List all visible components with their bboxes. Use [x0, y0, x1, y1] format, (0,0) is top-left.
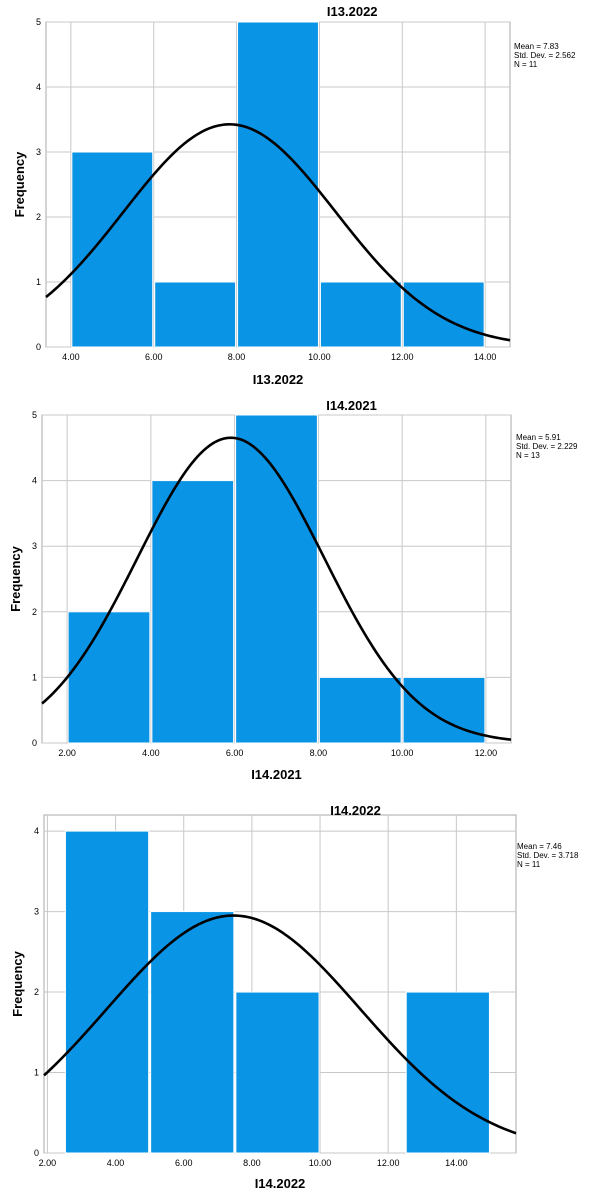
histogram-bar — [151, 480, 235, 744]
y-tick-label: 1 — [34, 1068, 39, 1078]
y-tick-label: 1 — [36, 277, 41, 287]
x-tick-label: 10.00 — [309, 1158, 332, 1168]
histogram-bar — [150, 911, 235, 1154]
x-tick-label: 6.00 — [226, 748, 244, 758]
stats-mean: Mean = 7.46 — [517, 842, 562, 851]
stats-mean: Mean = 7.83 — [514, 42, 559, 51]
chart-title: I13.2022 — [327, 4, 378, 19]
y-tick-label: 0 — [36, 342, 41, 352]
x-tick-label: 8.00 — [310, 748, 328, 758]
x-tick-label: 6.00 — [175, 1158, 193, 1168]
histogram-bar — [67, 611, 151, 744]
y-tick-label: 4 — [32, 476, 37, 486]
y-tick-label: 2 — [34, 987, 39, 997]
chart-title: I14.2021 — [326, 398, 377, 413]
histogram-bar — [318, 676, 402, 744]
y-tick-label: 4 — [34, 826, 39, 836]
x-tick-label: 2.00 — [39, 1158, 57, 1168]
y-tick-label: 2 — [36, 212, 41, 222]
x-tick-label: 6.00 — [145, 352, 163, 362]
x-tick-label: 14.00 — [445, 1158, 468, 1168]
x-tick-label: 4.00 — [142, 748, 160, 758]
y-axis-label: Frequency — [10, 950, 25, 1017]
x-axis-label: I14.2021 — [251, 767, 302, 782]
y-tick-label: 5 — [32, 410, 37, 420]
y-tick-label: 3 — [36, 147, 41, 157]
normal-curve — [43, 914, 517, 1135]
y-tick-label: 3 — [34, 907, 39, 917]
normal-curve — [41, 436, 512, 741]
stats-n: N = 11 — [517, 860, 541, 869]
x-tick-label: 14.00 — [474, 352, 497, 362]
histogram-bar — [64, 830, 150, 1154]
y-tick-label: 5 — [36, 17, 41, 27]
histogram-panel-1: 4.00 6.00 8.00 10.00 12.00 14.00 0 1 2 3 4 5 I13.202… — [12, 4, 576, 387]
x-tick-label: 12.00 — [377, 1158, 400, 1168]
y-tick-label: 0 — [32, 738, 37, 748]
y-tick-label: 0 — [34, 1148, 39, 1158]
histogram-bar — [235, 414, 318, 744]
histogram-bar — [154, 281, 237, 348]
histogram-bar — [319, 281, 402, 348]
histogram-bar — [402, 281, 485, 348]
x-tick-label: 8.00 — [228, 352, 246, 362]
y-tick-label: 4 — [36, 82, 41, 92]
normal-curve — [45, 123, 511, 342]
x-tick-label: 12.00 — [391, 352, 414, 362]
histogram-bar — [237, 21, 319, 348]
x-tick-label: 4.00 — [107, 1158, 125, 1168]
x-tick-label: 2.00 — [58, 748, 76, 758]
y-tick-label: 1 — [32, 672, 37, 682]
chart-title: I14.2022 — [330, 803, 381, 818]
x-tick-label: 10.00 — [391, 748, 414, 758]
histogram-bar — [235, 991, 320, 1154]
x-tick-label: 10.00 — [308, 352, 331, 362]
x-axis-label: I14.2022 — [255, 1176, 306, 1191]
stats-n: N = 13 — [516, 451, 540, 460]
histogram-bar — [71, 151, 154, 348]
y-tick-label: 3 — [32, 541, 37, 551]
y-axis-label: Frequency — [12, 151, 27, 218]
stats-mean: Mean = 5.91 — [516, 433, 561, 442]
histogram-panel-2: 2.00 4.00 6.00 8.00 10.00 12.00 0 1 2 3 4 5 I14.2021… — [8, 398, 578, 782]
y-tick-label: 2 — [32, 607, 37, 617]
x-tick-label: 4.00 — [62, 352, 80, 362]
stats-std-dev: Std. Dev. = 3.718 — [517, 851, 579, 860]
x-tick-label: 12.00 — [475, 748, 498, 758]
y-axis-label: Frequency — [8, 545, 23, 612]
x-tick-label: 8.00 — [243, 1158, 261, 1168]
stats-n: N = 11 — [514, 60, 538, 69]
stats-std-dev: Std. Dev. = 2.229 — [516, 442, 578, 451]
stats-std-dev: Std. Dev. = 2.562 — [514, 51, 576, 60]
x-axis-label: I13.2022 — [253, 372, 304, 387]
histogram-panel-3: 2.00 4.00 6.00 8.00 10.00 12.00 14.00 0 1 2 3 4 I14.… — [10, 803, 579, 1191]
